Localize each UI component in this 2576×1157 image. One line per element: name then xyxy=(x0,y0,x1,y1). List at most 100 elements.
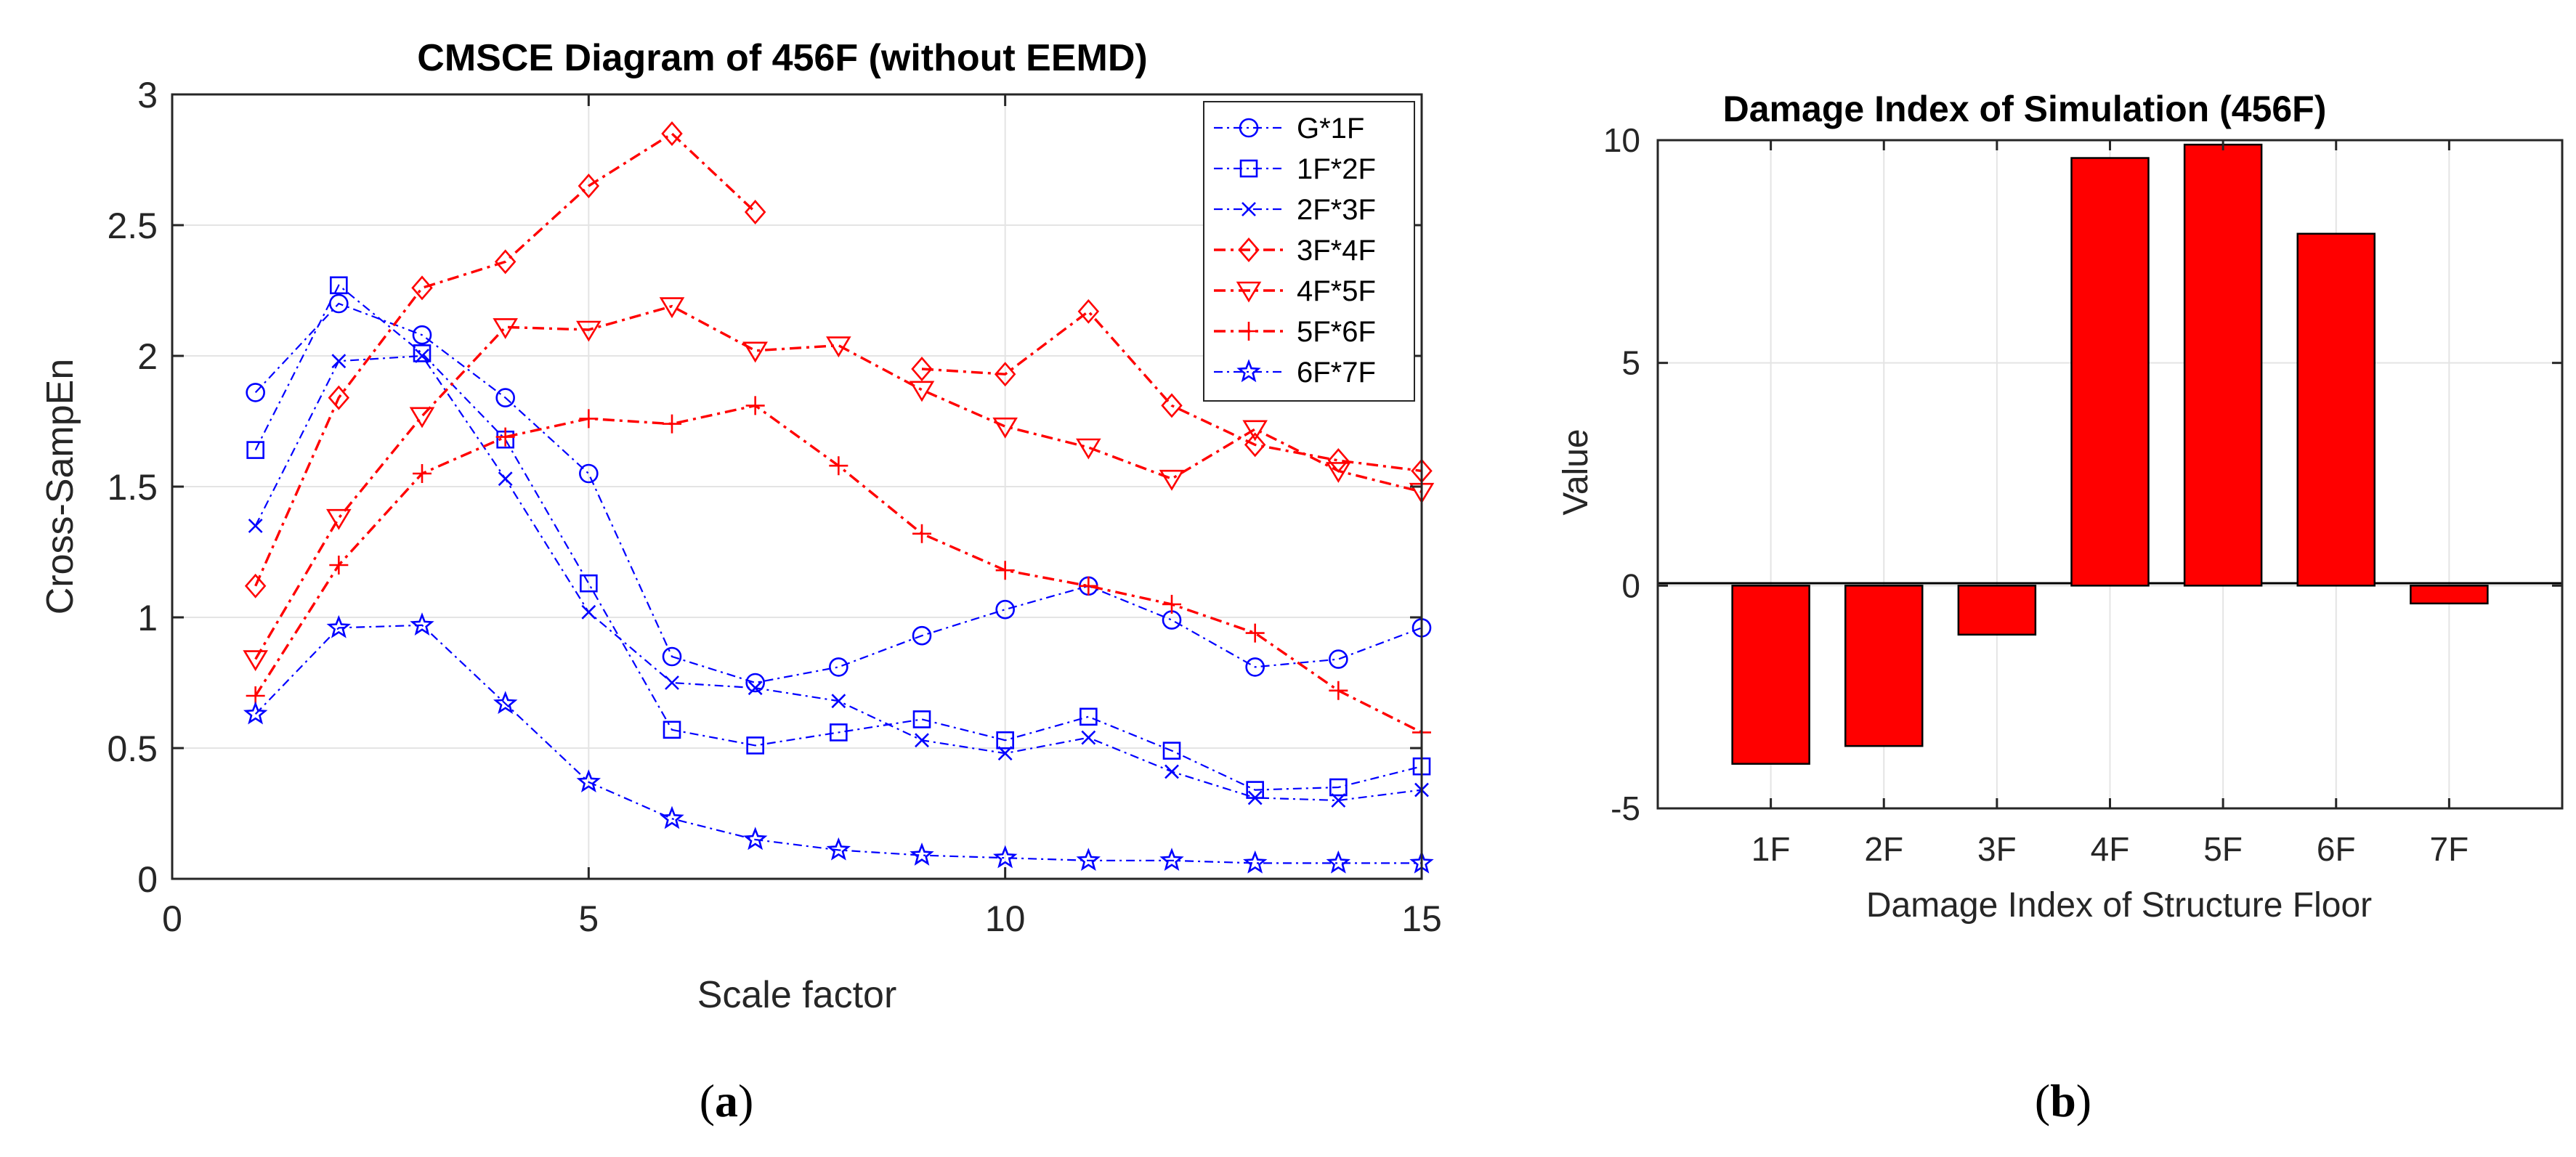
series-line xyxy=(254,302,1422,684)
caption-b: (b) xyxy=(2035,1075,2091,1126)
data-point xyxy=(1079,576,1098,596)
legend-marker xyxy=(1239,322,1258,341)
legend-label: 1F*2F xyxy=(1297,153,1376,185)
legend-label: 4F*5F xyxy=(1297,275,1376,307)
data-point xyxy=(1162,610,1182,630)
data-point xyxy=(660,805,684,829)
data-point xyxy=(1159,469,1185,491)
data-point xyxy=(1329,681,1348,700)
legend-entry: 5F*6F xyxy=(1214,316,1376,348)
y-tick-label: 3 xyxy=(137,75,158,115)
caption-a: (a) xyxy=(700,1075,754,1126)
series-5F*6F xyxy=(246,396,1431,742)
legend-marker xyxy=(1238,238,1260,262)
data-point xyxy=(495,427,515,447)
legend-label: 2F*3F xyxy=(1297,194,1376,226)
data-point xyxy=(413,464,432,483)
data-point xyxy=(829,657,848,677)
data-point xyxy=(995,561,1015,580)
data-point xyxy=(413,344,432,362)
chart-b-x-label: Damage Index of Structure Floor xyxy=(1866,886,2372,925)
chart-b-bars xyxy=(1731,143,2489,765)
series-3F*4F xyxy=(244,121,1433,598)
legend-entry: 6F*7F xyxy=(1214,357,1376,389)
data-point xyxy=(997,746,1013,761)
legend-entry: G*1F xyxy=(1214,113,1364,145)
legend-entry: 1F*2F xyxy=(1214,153,1376,185)
y-tick-label: 0 xyxy=(137,859,158,900)
data-point xyxy=(742,341,768,363)
data-point xyxy=(746,736,764,755)
series-4F*5F xyxy=(243,297,1435,672)
data-point xyxy=(912,625,932,646)
data-point xyxy=(1326,462,1351,483)
series-6F*7F xyxy=(243,612,1434,874)
data-point xyxy=(909,381,935,402)
data-point xyxy=(243,701,268,725)
bar-7F xyxy=(2410,585,2489,605)
data-point xyxy=(995,599,1015,620)
chart-a-title: CMSCE Diagram of 456F (without EEMD) xyxy=(417,37,1147,79)
data-point xyxy=(494,249,517,275)
data-point xyxy=(910,842,934,866)
data-point xyxy=(992,417,1018,439)
data-point xyxy=(831,694,846,709)
legend-entry: 4F*5F xyxy=(1214,275,1376,307)
bar-1F xyxy=(1731,585,1810,765)
bar-3F xyxy=(1957,585,2037,636)
legend-entry: 2F*3F xyxy=(1214,194,1376,226)
x-tick-label: 2F xyxy=(1864,830,1903,868)
series-G*1F xyxy=(246,293,1432,693)
data-point xyxy=(1243,850,1268,874)
data-point xyxy=(745,396,765,415)
y-tick-label: 0 xyxy=(1621,567,1640,604)
data-point xyxy=(993,845,1018,869)
data-point xyxy=(1076,848,1101,872)
y-tick-label: 2.5 xyxy=(107,206,158,246)
data-point xyxy=(411,275,433,301)
y-tick-label: 2 xyxy=(137,336,158,377)
data-point xyxy=(659,297,685,319)
line-chart-panel: CMSCE Diagram of 456F (without EEMD) 0 5 1… xyxy=(39,37,1442,1016)
caption-a-open: ( xyxy=(700,1075,715,1126)
y-tick-label: 5 xyxy=(1621,344,1640,382)
y-tick-label: 1.5 xyxy=(107,467,158,508)
data-point xyxy=(244,573,267,598)
x-tick-label: 1F xyxy=(1751,830,1791,868)
data-point xyxy=(661,121,683,146)
y-tick-label: 0.5 xyxy=(107,728,158,769)
bar-5F xyxy=(2183,143,2263,587)
x-tick-label: 0 xyxy=(162,898,182,939)
data-point xyxy=(1329,649,1348,669)
data-point xyxy=(579,409,599,429)
data-point xyxy=(1162,595,1181,614)
legend-marker xyxy=(1236,359,1261,383)
data-point xyxy=(1076,438,1101,460)
chart-a-ticks: 0 5 10 15 0 0.5 1 1.5 2 2.5 3 xyxy=(107,75,1441,939)
data-point xyxy=(1331,793,1346,808)
data-point xyxy=(1080,707,1098,726)
data-point xyxy=(744,200,766,224)
data-point xyxy=(665,675,679,690)
y-tick-label: -5 xyxy=(1611,789,1640,827)
bar-chart-panel: Damage Index of Simulation (456F) 1F 2F 3F… xyxy=(1557,89,2564,925)
series-line xyxy=(921,309,1422,473)
legend-label: 3F*4F xyxy=(1297,235,1376,267)
data-point xyxy=(410,612,434,636)
data-point xyxy=(1242,420,1268,442)
data-point xyxy=(243,650,268,672)
series-line xyxy=(254,404,1422,734)
series-line xyxy=(254,624,1422,864)
data-point xyxy=(326,614,351,638)
data-point xyxy=(576,320,602,342)
series-line xyxy=(254,131,756,587)
data-point xyxy=(493,318,518,339)
data-point xyxy=(412,325,432,345)
caption-b-letter: b xyxy=(2050,1075,2076,1126)
caption-a-letter: a xyxy=(715,1075,738,1126)
legend-marker xyxy=(1239,159,1258,178)
data-point xyxy=(912,710,931,728)
data-point xyxy=(579,463,599,484)
data-point xyxy=(581,604,596,620)
caption-b-close: ) xyxy=(2076,1075,2091,1126)
